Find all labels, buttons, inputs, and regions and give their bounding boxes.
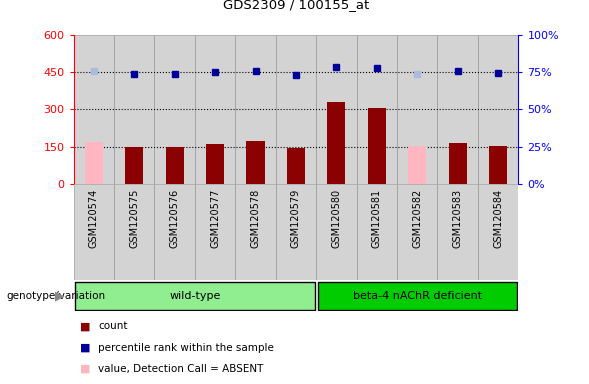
Text: GSM120576: GSM120576 xyxy=(170,189,180,248)
Bar xyxy=(356,35,397,184)
Bar xyxy=(166,147,184,184)
FancyBboxPatch shape xyxy=(75,281,315,310)
Bar xyxy=(74,184,114,280)
Bar xyxy=(449,143,466,184)
Text: GSM120575: GSM120575 xyxy=(129,189,139,248)
Bar xyxy=(154,184,195,280)
Text: GSM120578: GSM120578 xyxy=(250,189,260,248)
Bar xyxy=(246,141,264,184)
Text: ■: ■ xyxy=(80,364,90,374)
Text: ▶: ▶ xyxy=(55,289,65,302)
Text: percentile rank within the sample: percentile rank within the sample xyxy=(98,343,274,353)
Bar xyxy=(327,102,346,184)
Bar xyxy=(125,147,143,184)
Bar xyxy=(276,184,316,280)
Bar xyxy=(74,35,114,184)
Bar xyxy=(236,35,276,184)
Text: GSM120583: GSM120583 xyxy=(453,189,463,248)
Bar xyxy=(408,146,426,184)
Bar xyxy=(356,184,397,280)
Text: GDS2309 / 100155_at: GDS2309 / 100155_at xyxy=(223,0,369,12)
FancyBboxPatch shape xyxy=(318,281,517,310)
Text: GSM120574: GSM120574 xyxy=(89,189,99,248)
Text: GSM120580: GSM120580 xyxy=(332,189,342,248)
Bar xyxy=(397,35,438,184)
Bar xyxy=(154,35,195,184)
Bar xyxy=(206,144,224,184)
Text: ■: ■ xyxy=(80,321,90,331)
Bar xyxy=(287,148,305,184)
Text: value, Detection Call = ABSENT: value, Detection Call = ABSENT xyxy=(98,364,264,374)
Text: GSM120581: GSM120581 xyxy=(372,189,382,248)
Bar xyxy=(438,35,478,184)
Bar xyxy=(316,184,356,280)
Text: wild-type: wild-type xyxy=(169,291,221,301)
Bar xyxy=(195,35,236,184)
Bar xyxy=(478,184,518,280)
Bar xyxy=(114,184,154,280)
Bar xyxy=(85,142,103,184)
Bar xyxy=(195,184,236,280)
Bar xyxy=(478,35,518,184)
Text: genotype/variation: genotype/variation xyxy=(6,291,105,301)
Bar xyxy=(397,184,438,280)
Bar xyxy=(276,35,316,184)
Bar xyxy=(114,35,154,184)
Bar xyxy=(368,108,386,184)
Text: GSM120579: GSM120579 xyxy=(291,189,301,248)
Text: ■: ■ xyxy=(80,343,90,353)
Bar xyxy=(236,184,276,280)
Text: GSM120584: GSM120584 xyxy=(493,189,503,248)
Bar xyxy=(316,35,356,184)
Text: beta-4 nAChR deficient: beta-4 nAChR deficient xyxy=(353,291,482,301)
Bar xyxy=(438,184,478,280)
Text: GSM120582: GSM120582 xyxy=(412,189,422,248)
Text: count: count xyxy=(98,321,128,331)
Text: GSM120577: GSM120577 xyxy=(210,189,220,248)
Bar xyxy=(489,146,507,184)
